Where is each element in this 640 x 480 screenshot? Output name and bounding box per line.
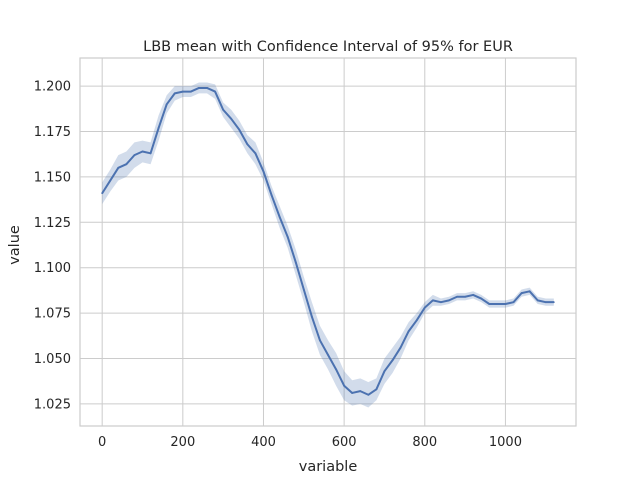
data-point [157,127,160,129]
data-point [189,90,192,93]
data-point [165,103,168,106]
data-point [472,294,475,296]
x-tick-label: 600 [332,435,357,450]
data-point [496,303,499,305]
data-point [544,301,547,304]
y-tick-label: 1.100 [34,261,71,276]
data-point [278,215,281,218]
chart-title: LBB mean with Confidence Interval of 95%… [143,39,513,55]
data-point [254,152,257,155]
data-point [528,290,531,293]
data-point [464,295,467,298]
data-point [222,108,225,111]
data-point [359,390,362,393]
data-point [512,301,515,304]
plot-frame [79,57,577,427]
data-point [391,359,394,362]
data-point [214,90,216,93]
data-point [206,87,208,89]
data-point [399,346,402,349]
x-tick-label: 800 [412,435,437,450]
data-point [117,166,120,169]
data-point [133,154,136,157]
data-point [504,303,507,305]
data-point [101,192,104,195]
data-point [286,235,289,238]
data-point [230,117,233,120]
data-point [335,368,337,371]
y-tick-label: 1.075 [34,307,71,322]
y-tick-label: 1.050 [34,352,71,367]
y-tick-label: 1.125 [34,216,71,231]
data-point [270,194,273,196]
data-point [520,292,523,295]
data-point [375,388,378,391]
y-tick-label: 1.175 [34,125,71,140]
data-point [423,306,426,309]
data-point [448,299,450,302]
data-point [431,299,434,302]
x-tick-label: 400 [251,435,276,450]
y-axis-ticks: 1.025 1.050 1.075 1.100 1.125 1.150 1.175 1.200 [34,80,71,413]
data-point [440,301,442,304]
x-axis-ticks: 0 200 400 600 800 1000 [98,435,522,450]
data-point [294,261,297,264]
data-point [198,87,200,89]
y-tick-label: 1.200 [34,80,71,95]
x-tick-label: 200 [170,435,195,450]
data-point [238,128,241,131]
data-point [262,170,265,173]
x-tick-label: 0 [98,435,106,450]
data-point [456,295,458,298]
data-point [181,90,184,93]
data-point [480,297,483,300]
data-point [343,384,346,387]
data-point [488,303,491,305]
x-axis-label: variable [299,459,358,475]
data-point [310,315,313,318]
y-axis-label: value [7,225,23,265]
grid [80,58,576,426]
data-point [141,150,144,153]
data-point [149,152,152,155]
data-point [302,288,305,291]
data-point [125,163,128,166]
data-point [246,143,249,146]
data-point [319,339,321,342]
data-point [536,299,539,302]
data-point [367,393,370,396]
y-tick-label: 1.150 [34,170,71,185]
data-point [415,319,418,322]
data-point [351,392,354,394]
data-point [552,301,555,304]
confidence-band-layer [102,82,554,408]
confidence-band [102,82,554,408]
data-point [327,353,329,356]
data-point [383,370,386,373]
x-tick-label: 1000 [489,435,522,450]
data-point [173,92,176,95]
mean-line-layer [101,86,555,396]
data-point [407,330,410,333]
y-tick-label: 1.025 [34,397,71,412]
data-point [109,179,112,182]
